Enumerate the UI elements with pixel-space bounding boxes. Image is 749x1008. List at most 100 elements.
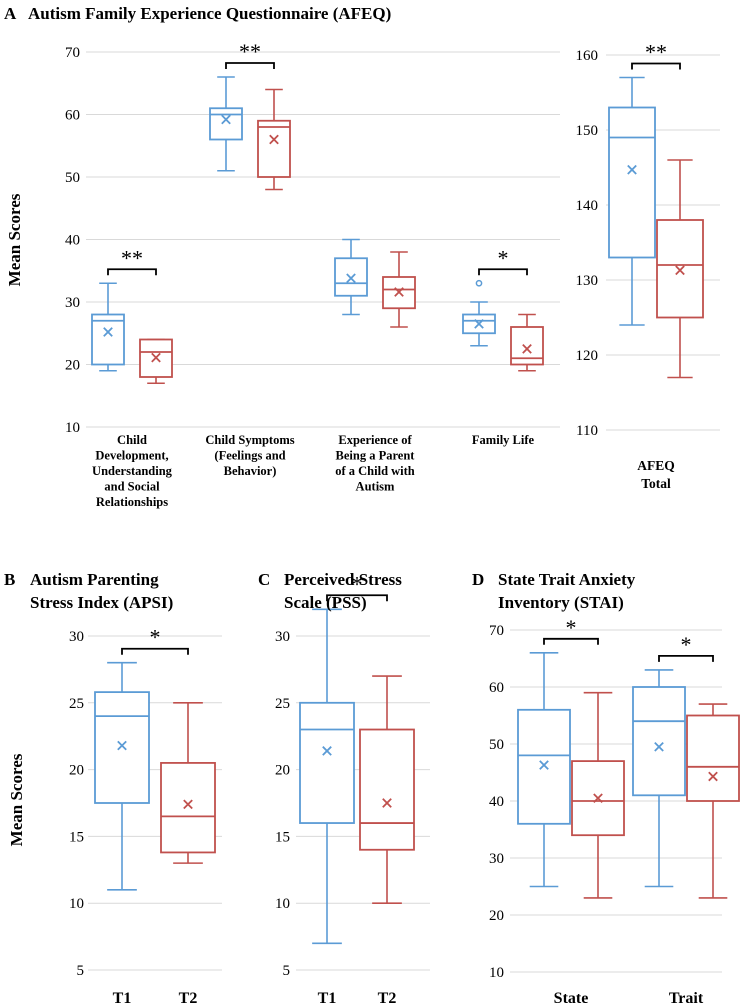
panel-b-ytick-label: 15 <box>69 829 84 845</box>
panel-a-category-label: Relationships <box>96 495 168 509</box>
panel-d-group1-t2-mean-marker-b <box>593 793 603 803</box>
panel-a-group1-significance-bracket <box>107 268 157 276</box>
panel-a-group2-significance-stars: ** <box>239 39 261 64</box>
panel-c-letter: C <box>258 570 270 589</box>
panel-c-group1-t2-mean-marker-b <box>382 798 392 808</box>
panel-a-group2-t1-mean-marker-b <box>221 114 231 125</box>
panel-a-category-label: of a Child with <box>335 464 415 478</box>
panel-c-group1-significance-bracket <box>326 594 388 602</box>
panel-a-category-label: Child Symptoms <box>205 433 294 447</box>
panel-a-total-group1-significance-bracket <box>631 62 681 70</box>
panel-d-letter: D <box>472 570 484 589</box>
panel-a-category-label: (Feelings and <box>214 449 285 463</box>
panel-c-ytick-label: 10 <box>275 896 290 912</box>
panel-a-total-group1-t2-mean-marker-b <box>675 265 685 276</box>
panel-c-title: Scale (PSS) <box>284 593 367 612</box>
panel-a-title: Autism Family Experience Questionnaire (… <box>28 4 391 23</box>
panel-d-title: Inventory (STAI) <box>498 593 624 612</box>
panel-a-group3-t2-mean-marker-b <box>394 287 404 297</box>
panel-a-total-category-label: AFEQ <box>637 458 675 473</box>
panel-a-group3-t1-mean-marker-b <box>346 273 356 284</box>
panel-c-group1-significance-stars: * <box>352 571 363 596</box>
panel-a-group1-t2-box <box>139 338 173 378</box>
panel-a-total-group1-t1-mean-marker-b <box>627 164 637 175</box>
panel-a-total-ytick-label: 120 <box>576 348 599 364</box>
panel-a-group4-t1-outlier-0 <box>475 279 483 287</box>
panel-b-group1-significance-stars: * <box>150 625 161 650</box>
panel-a-ytick-label: 30 <box>65 295 80 311</box>
panel-b-group1-t1-mean-marker-b <box>117 740 127 751</box>
panel-a-total-ytick-label: 160 <box>576 48 599 64</box>
panel-a-group4-significance-bracket <box>478 268 528 276</box>
panel-a-total-group1-t1-box <box>608 106 656 259</box>
panel-a-category-label: Being a Parent <box>336 449 416 463</box>
panel-a-category-label: Family Life <box>472 433 535 447</box>
panel-a-group1-t1-box <box>91 313 125 366</box>
panel-b-category-label: T2 <box>179 990 198 1007</box>
panel-d-group2-significance-bracket <box>658 655 714 662</box>
panel-a-group4-t2-mean-marker-b <box>522 344 532 354</box>
panel-b-ytick-label: 5 <box>77 963 85 979</box>
panel-c-group1-t1-mean-marker-b <box>322 746 332 756</box>
panel-a-ytick-label: 70 <box>65 45 80 61</box>
panel-a-total-group1-t2-box <box>656 219 704 319</box>
panel-d-title: State Trait Anxiety <box>498 570 636 589</box>
panel-c-title: Perceived Stress <box>284 570 402 589</box>
panel-b-ytick-label: 25 <box>69 696 84 712</box>
panel-a-group1-t2-mean-marker-b <box>151 352 161 363</box>
panel-d-group2-t2-box <box>686 714 740 802</box>
panel-a-group1-significance-stars: ** <box>121 245 143 270</box>
panel-c-category-label: T1 <box>318 990 337 1007</box>
panel-a-category-label: and Social <box>104 480 160 494</box>
panel-d-ytick-label: 70 <box>489 623 504 639</box>
panel-d-group1-significance-bracket <box>543 637 599 645</box>
panel-a-group4-significance-stars: * <box>498 245 509 270</box>
panel-a-category-label: Child <box>117 433 147 447</box>
panel-d-ytick-label: 40 <box>489 794 504 810</box>
panel-b-title: Autism Parenting <box>30 570 159 589</box>
panel-a-group1-t1-mean-marker-b <box>103 327 113 337</box>
panel-c-category-label: T2 <box>378 990 397 1007</box>
panel-d-group1-t1-box <box>517 708 571 825</box>
panel-d-category-label: Trait <box>669 990 704 1007</box>
panel-a-category-label: Experience of <box>338 433 412 447</box>
panel-d-ytick-label: 50 <box>489 737 504 753</box>
panel-a-ytick-label: 20 <box>65 358 80 374</box>
panel-a-category-label: Understanding <box>92 464 173 478</box>
panel-d-group2-significance-stars: * <box>681 632 692 657</box>
panel-b-ylabel: Mean Scores <box>7 753 26 846</box>
panel-d-ytick-label: 10 <box>489 965 504 981</box>
panel-a-ytick-label: 40 <box>65 233 80 249</box>
panel-d-group2-t1-box <box>632 686 686 797</box>
panel-c-group1-t1-box <box>299 701 355 824</box>
panel-b-letter: B <box>4 570 15 589</box>
panel-b-group1-significance-bracket <box>121 647 189 655</box>
panel-a-ytick-label: 50 <box>65 170 80 186</box>
panel-b-ytick-label: 10 <box>69 896 84 912</box>
panel-a-group2-t2-mean-marker-b <box>269 134 279 145</box>
panel-a-total-ytick-label: 110 <box>576 423 598 439</box>
panel-a-total-ytick-label: 130 <box>576 273 599 289</box>
panel-b-ytick-label: 30 <box>69 629 84 645</box>
panel-b-title: Stress Index (APSI) <box>30 593 173 612</box>
panel-d-ytick-label: 60 <box>489 680 504 696</box>
panel-c-ytick-label: 25 <box>275 696 290 712</box>
panel-a-category-label: Autism <box>356 480 395 494</box>
panel-a-group2-t2-box <box>257 119 291 178</box>
panel-a-total-ytick-label: 150 <box>576 123 599 139</box>
panel-a-total-ytick-label: 140 <box>576 198 599 214</box>
panel-a-group4-t1-mean-marker-b <box>474 319 484 329</box>
panel-d-category-label: State <box>554 990 589 1007</box>
panel-a-group2-t1-box <box>209 107 243 141</box>
panel-d-ytick-label: 30 <box>489 851 504 867</box>
panel-c-ytick-label: 5 <box>283 963 291 979</box>
panel-a-ylabel: Mean Scores <box>5 193 24 286</box>
panel-d-group2-t1-mean-marker-b <box>654 742 664 752</box>
panel-a-total-group1-significance-stars: ** <box>645 40 667 65</box>
panel-c-ytick-label: 15 <box>275 829 290 845</box>
panel-c-ytick-label: 20 <box>275 763 290 779</box>
panel-a-letter: A <box>4 4 17 23</box>
panel-d-ytick-label: 20 <box>489 908 504 924</box>
panel-d-group1-t1-mean-marker-b <box>539 760 549 770</box>
panel-c-ytick-label: 30 <box>275 629 290 645</box>
